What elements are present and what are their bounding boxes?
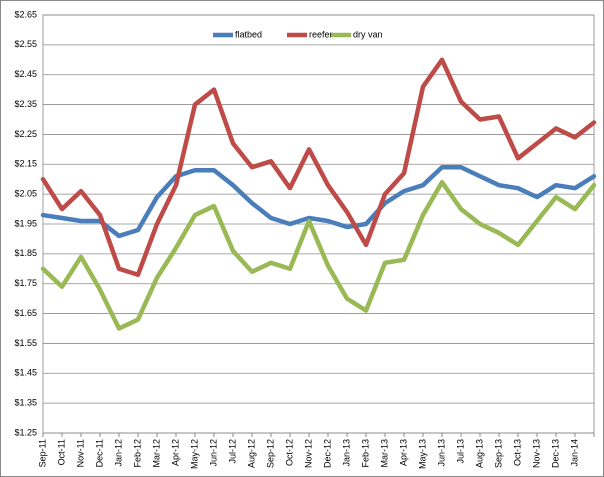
x-tick-label: Aug-13 (474, 439, 484, 468)
y-tick-label: $1.35 (14, 398, 37, 408)
x-tick-label: Jan-13 (341, 439, 351, 467)
y-tick-label: $2.35 (14, 99, 37, 109)
y-tick-label: $1.25 (14, 427, 37, 437)
x-tick-label: Dec-13 (550, 439, 560, 468)
y-tick-label: $1.95 (14, 218, 37, 228)
x-tick-label: Oct-11 (56, 439, 66, 465)
x-tick-label: May-13 (417, 439, 427, 469)
x-tick-label: Jul-12 (227, 439, 237, 464)
y-tick-label: $1.85 (14, 248, 37, 258)
legend-label: flatbed (235, 29, 262, 39)
x-tick-label: Apr-12 (170, 439, 180, 466)
x-tick-label: Jul-13 (455, 439, 465, 464)
series-line (40, 57, 597, 278)
legend-label: dry van (353, 29, 383, 39)
plot-border (42, 14, 595, 434)
y-tick-label: $1.65 (14, 308, 37, 318)
y-tick-label: $2.15 (14, 159, 37, 169)
x-tick-label: Feb-12 (132, 439, 142, 468)
x-tick-label: Nov-12 (303, 439, 313, 468)
y-tick-label: $1.75 (14, 278, 37, 288)
x-tick-label: Dec-12 (322, 439, 332, 468)
x-tick-label: Jan-12 (113, 439, 123, 467)
x-tick-label: Apr-13 (398, 439, 408, 466)
legend-label: reefer (309, 29, 333, 39)
x-tick-label: Dec-11 (94, 439, 104, 467)
x-tick-label: May-12 (189, 439, 199, 469)
x-tick-label: Sep-11 (37, 439, 47, 467)
y-tick-label: $2.65 (14, 9, 37, 19)
x-tick-label: Sep-12 (265, 439, 275, 468)
y-tick-label: $2.05 (14, 189, 37, 199)
x-tick-label: Oct-13 (512, 439, 522, 466)
x-tick-label: Mar-13 (379, 439, 389, 468)
x-tick-label: Sep-13 (493, 439, 503, 468)
y-tick-label: $2.25 (14, 129, 37, 139)
x-tick-label: Nov-11 (75, 439, 85, 467)
y-tick-label: $2.45 (14, 69, 37, 79)
series-line (40, 165, 597, 239)
y-tick-label: $1.45 (14, 368, 37, 378)
x-tick-label: Aug-12 (246, 439, 256, 468)
series-line (40, 179, 597, 331)
y-tick-label: $1.55 (14, 338, 37, 348)
x-tick-label: Jun-13 (436, 439, 446, 467)
x-tick-label: Mar-12 (151, 439, 161, 468)
x-tick-label: Jun-12 (208, 439, 218, 467)
x-tick-label: Oct-12 (284, 439, 294, 466)
x-tick-label: Feb-13 (360, 439, 370, 468)
x-tick-label: Nov-13 (531, 439, 541, 468)
y-tick-label: $2.55 (14, 39, 37, 49)
x-tick-label: Jan-14 (569, 439, 579, 467)
